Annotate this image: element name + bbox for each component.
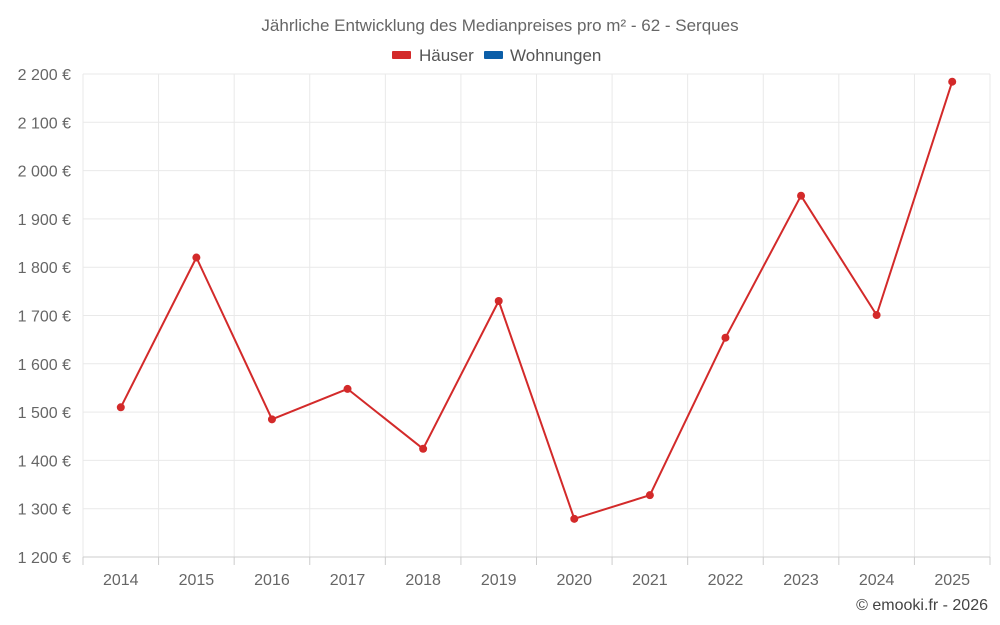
y-tick-label: 1 300 € — [18, 502, 71, 519]
legend-label-haeuser[interactable]: Häuser — [419, 46, 474, 65]
y-tick-label: 1 600 € — [18, 357, 71, 374]
y-tick-label: 1 800 € — [18, 260, 71, 277]
data-point[interactable] — [872, 311, 881, 320]
x-tick-label: 2023 — [783, 572, 819, 589]
x-tick-label: 2021 — [632, 572, 668, 589]
data-point[interactable] — [343, 384, 352, 393]
y-tick-label: 2 100 € — [18, 115, 71, 132]
x-tick-label: 2019 — [481, 572, 517, 589]
x-tick-label: 2024 — [859, 572, 895, 589]
y-tick-label: 2 000 € — [18, 164, 71, 181]
series-line-0 — [119, 81, 954, 520]
y-tick-label: 1 400 € — [18, 453, 71, 470]
series-layer — [116, 77, 957, 523]
data-point[interactable] — [494, 297, 503, 306]
credit-text: © emooki.fr - 2026 — [856, 597, 988, 614]
y-tick-label: 2 200 € — [18, 67, 71, 84]
y-tick-label: 1 700 € — [18, 309, 71, 326]
x-tick-label: 2018 — [405, 572, 441, 589]
data-point[interactable] — [948, 77, 957, 86]
data-point[interactable] — [721, 333, 730, 342]
data-point[interactable] — [116, 403, 125, 412]
y-tick-label: 1 900 € — [18, 212, 71, 229]
y-tick-label: 1 200 € — [18, 550, 71, 567]
x-tick-label: 2022 — [708, 572, 744, 589]
data-point[interactable] — [570, 514, 579, 523]
x-tick-label: 2020 — [556, 572, 592, 589]
chart-title: Jährliche Entwicklung des Medianpreises … — [261, 16, 738, 35]
x-axis: 2014 2015 2016 2017 2018 2019 2020 2021 2022 2023… — [82, 556, 991, 589]
data-point[interactable] — [192, 253, 201, 262]
data-point[interactable] — [645, 491, 654, 500]
legend: Häuser Wohnungen — [392, 46, 601, 65]
y-axis: 1 200 € 1 300 € 1 400 € 1 500 € 1 600 € 1 700… — [18, 67, 71, 567]
data-point[interactable] — [419, 444, 428, 453]
data-point[interactable] — [797, 191, 806, 200]
x-tick-label: 2015 — [179, 572, 215, 589]
x-gridlines — [82, 74, 991, 557]
legend-label-wohnungen[interactable]: Wohnungen — [510, 46, 601, 65]
legend-swatch-haeuser — [392, 51, 411, 59]
x-tick-label: 2016 — [254, 572, 290, 589]
legend-swatch-wohnungen — [484, 51, 503, 59]
x-tick-label: 2017 — [330, 572, 366, 589]
data-point[interactable] — [267, 415, 276, 424]
x-tick-label: 2025 — [934, 572, 970, 589]
y-tick-label: 1 500 € — [18, 405, 71, 422]
x-tick-label: 2014 — [103, 572, 139, 589]
